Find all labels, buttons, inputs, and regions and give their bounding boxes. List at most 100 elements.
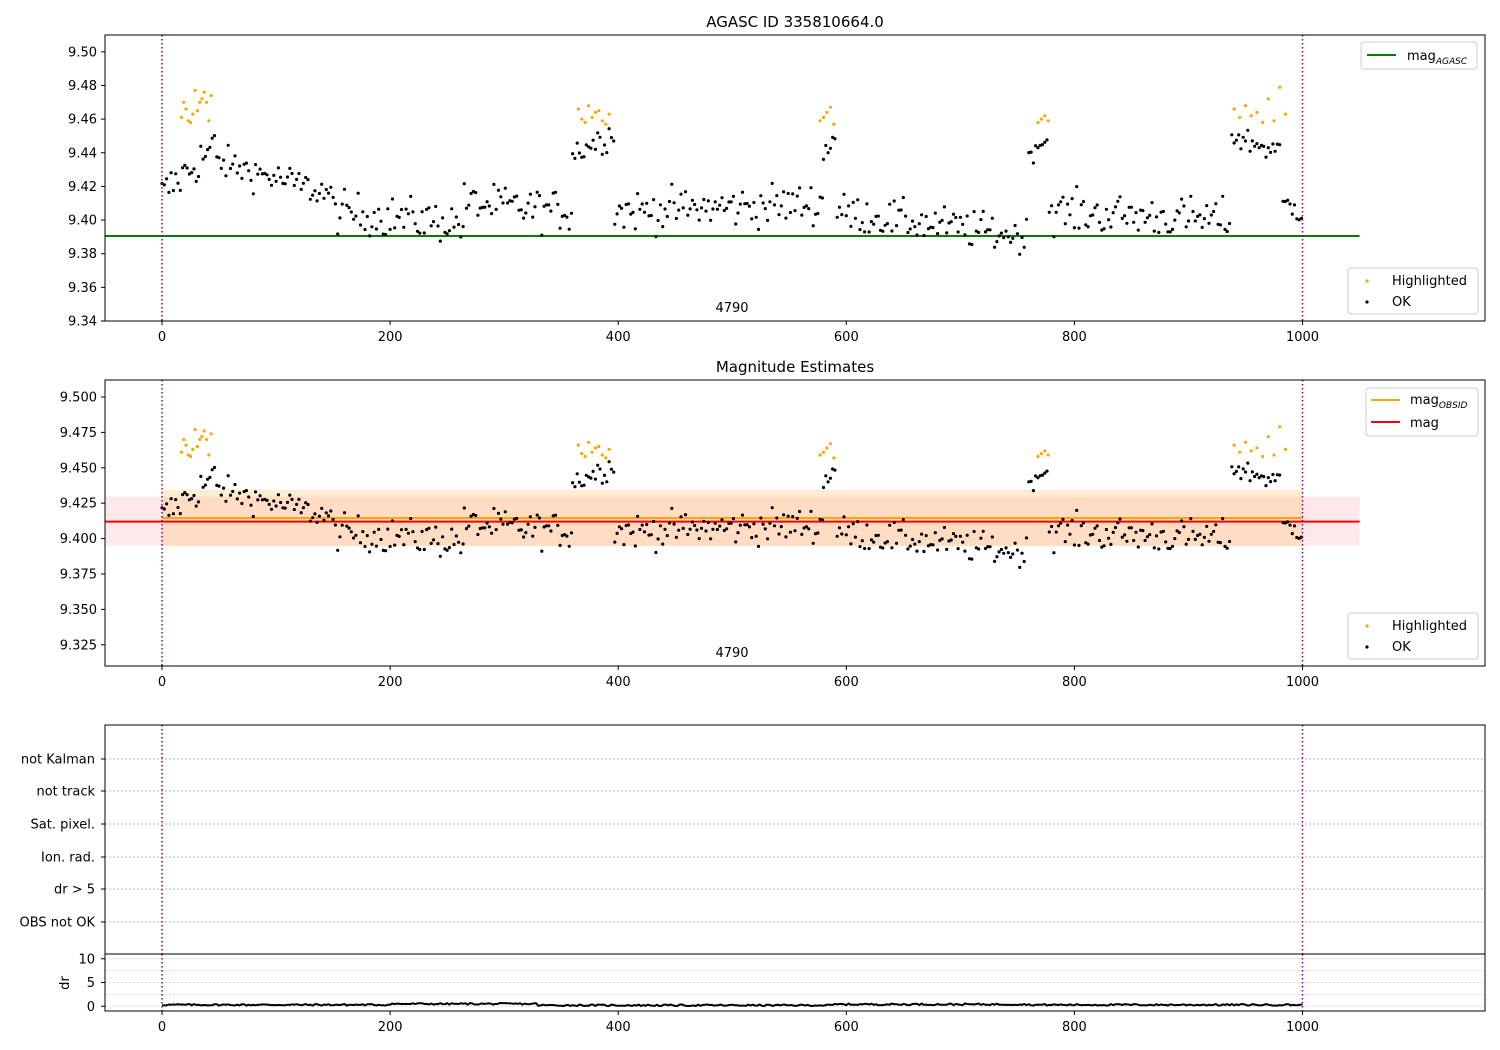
panel-agasc-frame [104, 34, 1486, 322]
y-tick-label: 9.40 [68, 214, 97, 229]
point-highlighted [195, 109, 199, 113]
panel-magnitude-frame [104, 379, 1486, 667]
point-highlighted [204, 100, 209, 104]
point-ok [1212, 529, 1216, 534]
point-ok [693, 202, 697, 207]
point-ok [326, 191, 331, 195]
point-ok [965, 214, 969, 218]
point-ok [340, 523, 344, 527]
point-highlighted [202, 429, 206, 433]
point-ok [1202, 535, 1206, 540]
point-ok [917, 222, 921, 226]
point-ok [487, 204, 491, 208]
point-ok [1091, 532, 1095, 536]
point-ok [729, 521, 733, 525]
point-ok [1111, 211, 1115, 215]
y-tick-label: 9.350 [60, 603, 97, 618]
point-highlighted [604, 122, 608, 126]
point-ok [702, 197, 706, 202]
point-highlighted [576, 107, 580, 111]
point-ok [244, 489, 248, 493]
dr-y-tick-label: 5 [87, 976, 95, 991]
point-ok [506, 522, 510, 526]
point-ok [883, 541, 887, 545]
point-highlighted [1272, 453, 1276, 457]
point-ok [901, 518, 905, 522]
point-ok [459, 235, 463, 239]
point-ok [231, 162, 235, 166]
point-ok [897, 528, 901, 532]
point-ok [272, 173, 276, 177]
point-ok [958, 215, 963, 219]
point-ok [816, 531, 820, 535]
y-tick-label: 9.36 [68, 281, 97, 296]
point-ok [654, 235, 658, 239]
point-ok [420, 529, 424, 534]
point-ok [835, 215, 839, 219]
point-ok [219, 166, 223, 170]
point-ok [222, 486, 226, 490]
point-ok [747, 525, 752, 529]
point-ok [190, 171, 194, 175]
point-ok [483, 526, 487, 530]
point-ok [690, 198, 695, 202]
point-ok [800, 532, 804, 537]
point-ok [981, 209, 985, 213]
point-ok [464, 527, 469, 531]
point-ok [750, 217, 754, 221]
point-ok [247, 169, 251, 173]
point-ok [1061, 517, 1065, 522]
point-ok [821, 485, 826, 490]
point-ok [431, 538, 436, 542]
point-ok [1020, 551, 1024, 555]
point-ok [745, 201, 749, 206]
point-ok [358, 541, 363, 545]
x-tick-label: 800 [1062, 330, 1087, 345]
point-ok [438, 554, 442, 558]
point-ok [515, 194, 519, 198]
point-ok [1063, 222, 1067, 226]
point-ok [1218, 223, 1222, 227]
x-tick-label: 600 [834, 330, 859, 345]
point-ok [617, 204, 622, 208]
point-ok [1269, 480, 1273, 484]
point-ok [515, 516, 519, 521]
point-ok [1186, 537, 1191, 542]
point-ok [831, 135, 835, 139]
point-highlighted [1238, 115, 1242, 119]
x-tick-label: 0 [158, 675, 166, 690]
point-ok [654, 550, 658, 555]
point-ok [1070, 197, 1074, 201]
point-ok [986, 228, 990, 232]
point-ok [226, 474, 230, 478]
dr-x-tick-label: 600 [834, 1020, 859, 1035]
point-ok [633, 544, 637, 548]
point-ok [883, 223, 887, 227]
point-ok [285, 500, 290, 504]
point-ok [777, 213, 781, 217]
point-ok [320, 506, 324, 510]
point-ok [720, 196, 724, 200]
point-ok [240, 176, 244, 180]
point-ok [1239, 147, 1243, 151]
point-ok [656, 218, 660, 223]
point-ok [800, 213, 804, 217]
point-highlighted [1272, 119, 1276, 123]
point-ok [429, 541, 433, 546]
point-ok [1255, 472, 1259, 476]
point-ok [263, 171, 267, 175]
point-ok [201, 157, 205, 161]
point-ok [809, 509, 813, 513]
point-highlighted [191, 447, 195, 451]
point-ok [459, 551, 463, 555]
y-tick-label: 9.400 [60, 532, 97, 547]
point-ok [1081, 199, 1086, 204]
point-highlighted [587, 440, 591, 444]
point-ok [404, 207, 408, 211]
point-ok [584, 473, 588, 477]
point-highlighted [202, 90, 206, 94]
point-ok [1152, 546, 1156, 550]
point-ok [1191, 209, 1195, 214]
point-ok [418, 231, 422, 235]
point-ok [1232, 472, 1236, 476]
